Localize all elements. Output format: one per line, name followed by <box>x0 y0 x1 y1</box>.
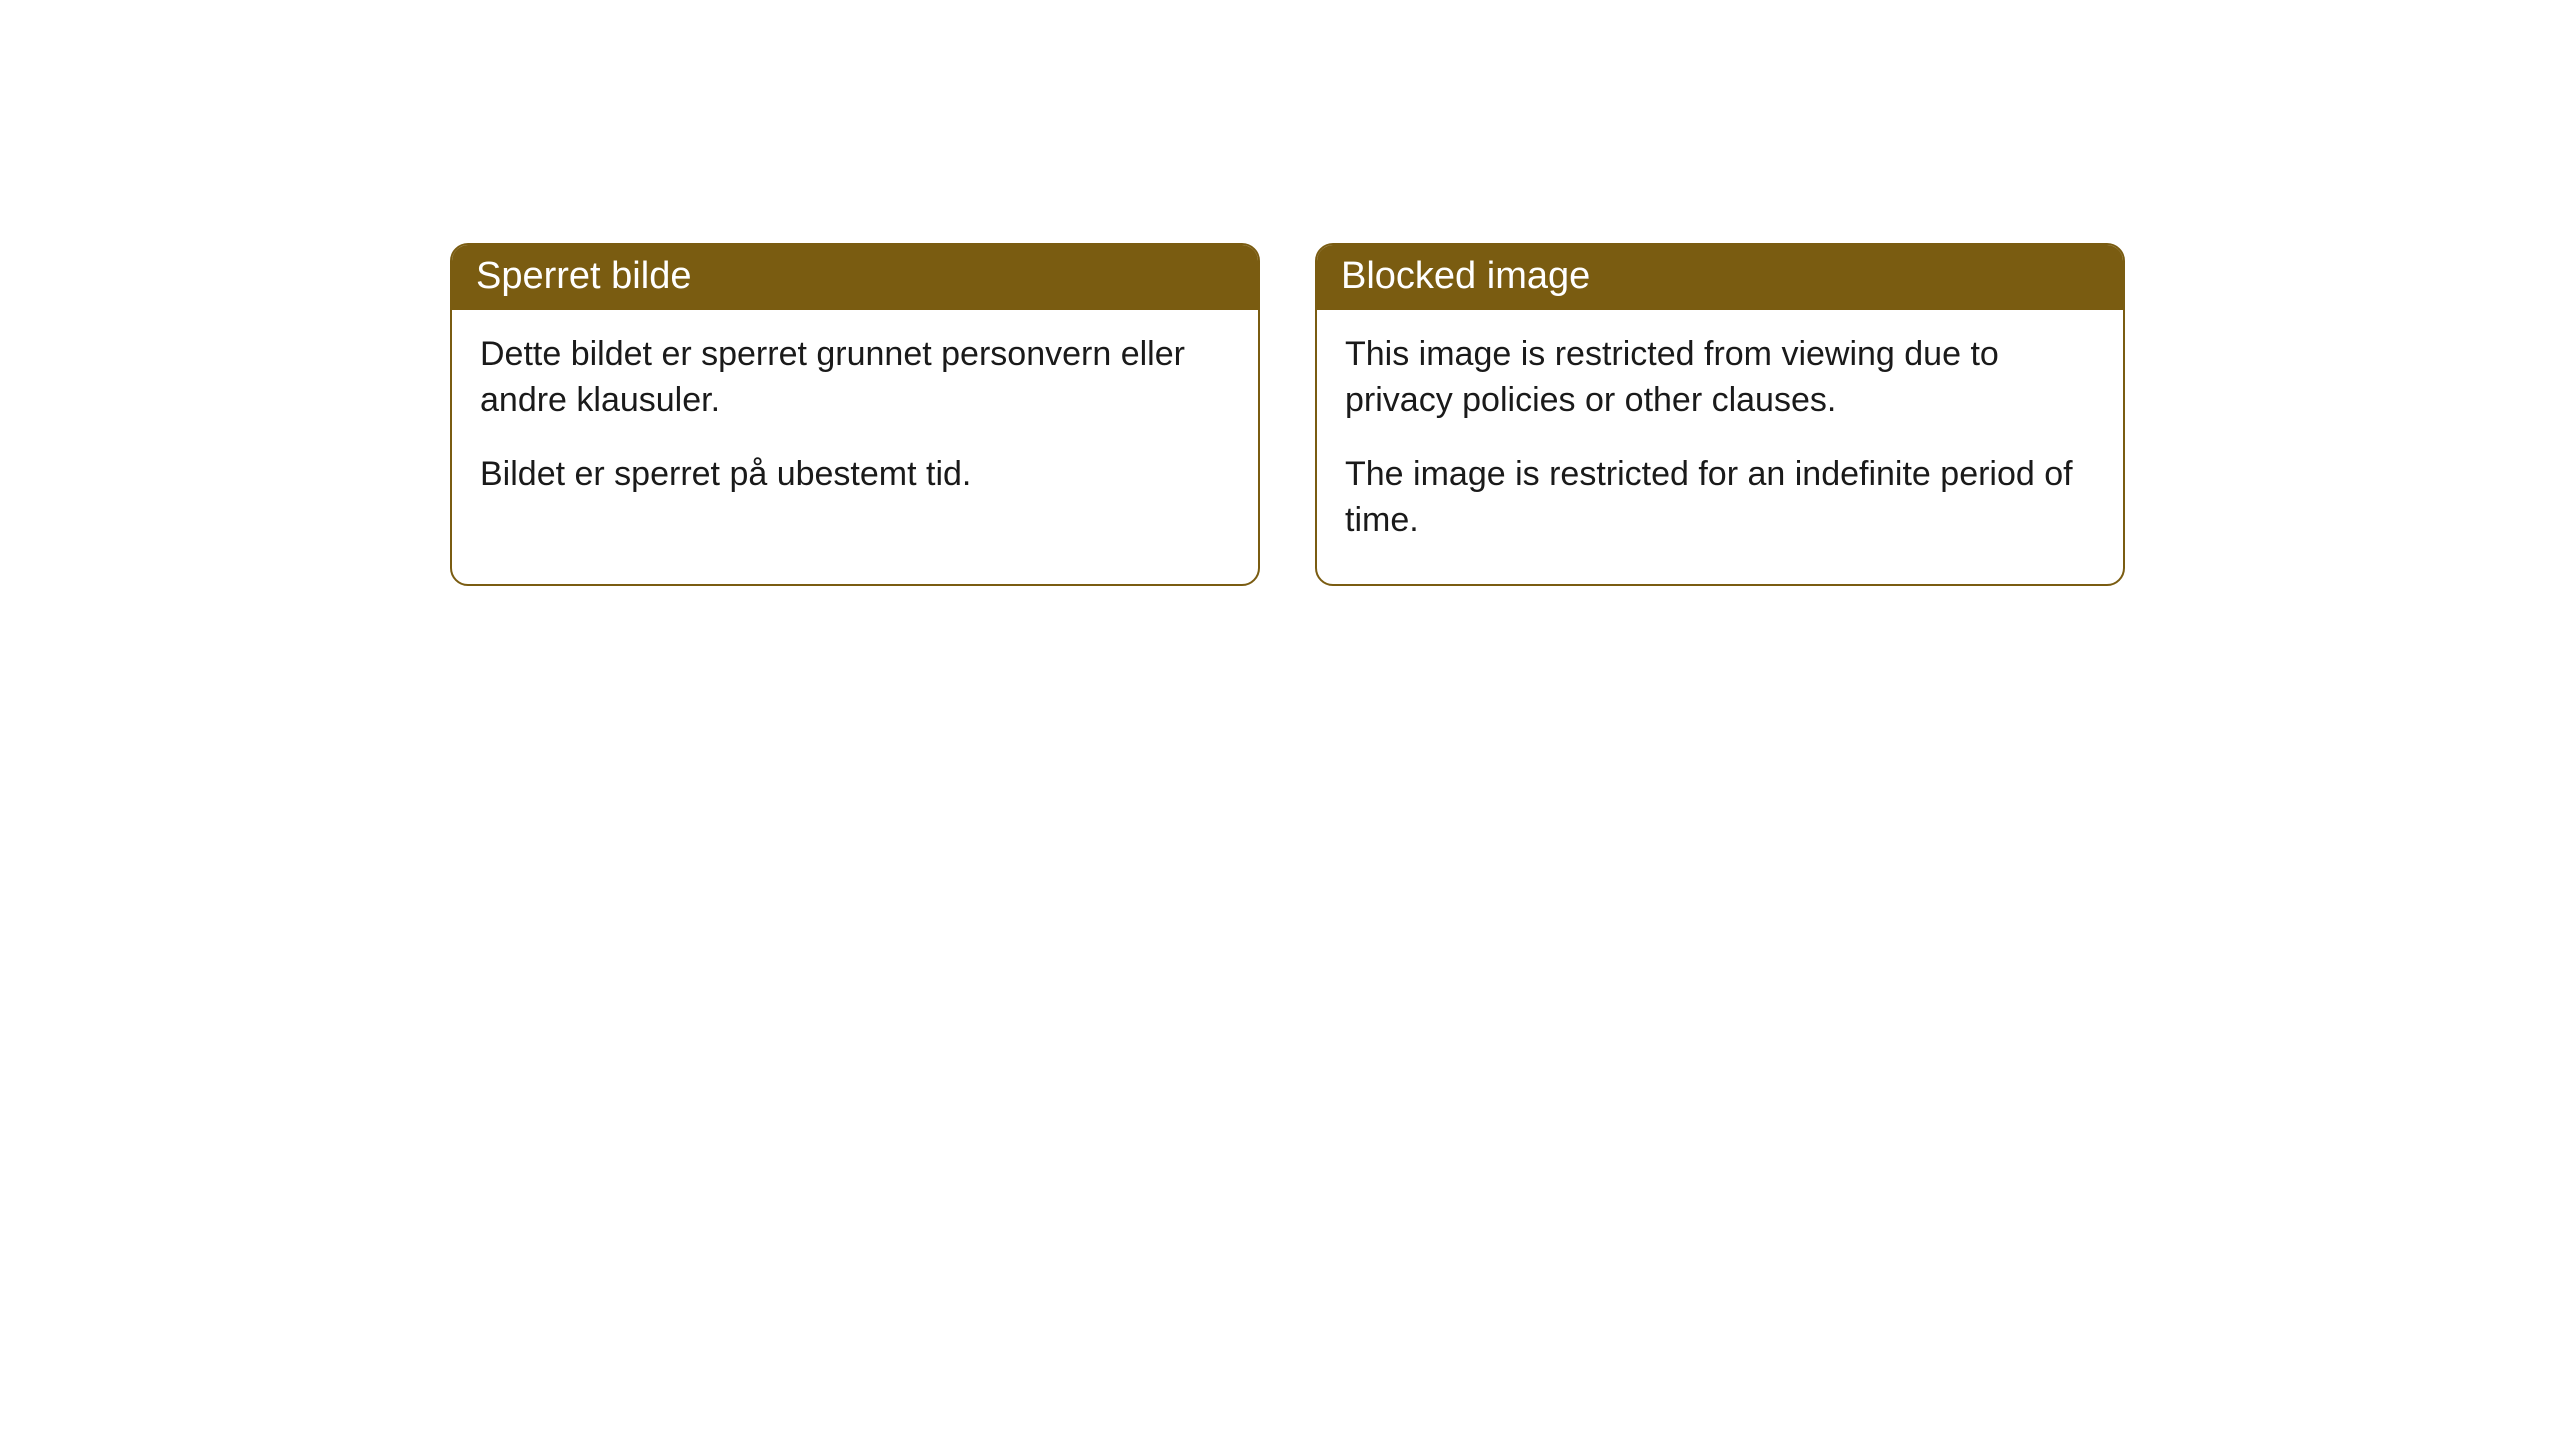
notice-cards-container: Sperret bilde Dette bildet er sperret gr… <box>450 243 2125 586</box>
card-paragraph: Bildet er sperret på ubestemt tid. <box>480 452 1230 498</box>
card-body: This image is restricted from viewing du… <box>1317 310 2123 584</box>
blocked-image-card-norwegian: Sperret bilde Dette bildet er sperret gr… <box>450 243 1260 586</box>
card-header: Sperret bilde <box>452 245 1258 310</box>
card-body: Dette bildet er sperret grunnet personve… <box>452 310 1258 538</box>
blocked-image-card-english: Blocked image This image is restricted f… <box>1315 243 2125 586</box>
card-title: Blocked image <box>1341 255 1590 297</box>
card-title: Sperret bilde <box>476 255 691 297</box>
card-paragraph: The image is restricted for an indefinit… <box>1345 452 2095 544</box>
card-paragraph: Dette bildet er sperret grunnet personve… <box>480 332 1230 424</box>
card-header: Blocked image <box>1317 245 2123 310</box>
card-paragraph: This image is restricted from viewing du… <box>1345 332 2095 424</box>
